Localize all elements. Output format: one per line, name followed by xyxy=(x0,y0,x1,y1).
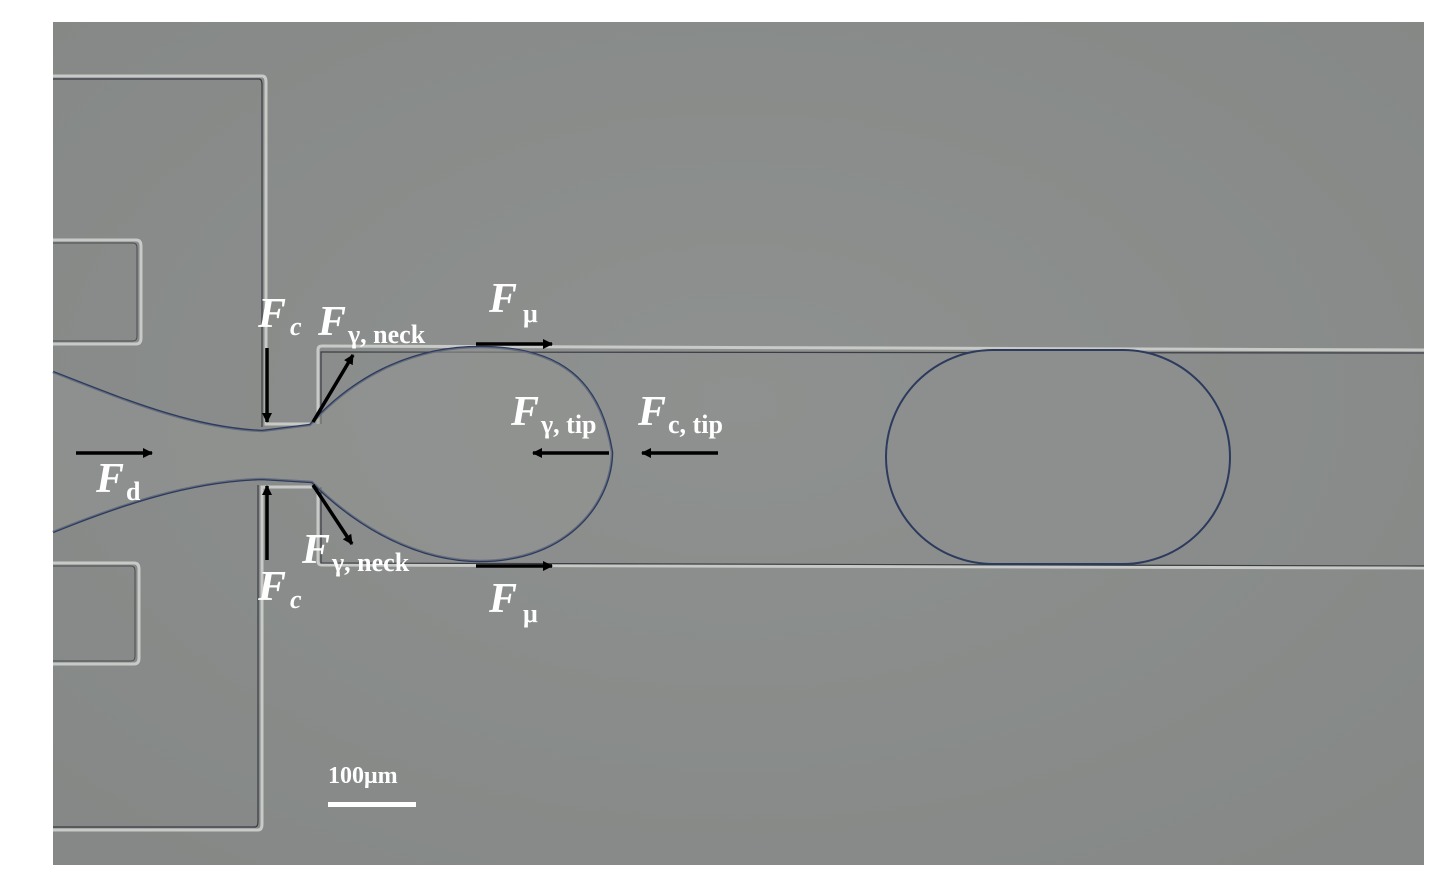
droplet-fill xyxy=(53,347,612,561)
fd-label: Fd xyxy=(95,456,141,506)
fgamma-neck-bottom-label: Fγ, neck xyxy=(301,527,410,577)
fgamma-neck-top-arrow xyxy=(311,354,355,423)
fgamma-neck-bottom-arrow xyxy=(311,484,354,545)
fgamma-neck-top-label: Fγ, neck xyxy=(317,299,426,349)
fgamma-tip-label: Fγ, tip xyxy=(510,389,597,439)
scale-bar xyxy=(328,802,416,807)
scale-bar-label: 100μm xyxy=(328,763,398,789)
force-arrows xyxy=(76,339,718,571)
detached-droplet xyxy=(885,349,1231,565)
fc-tip-label: Fc, tip xyxy=(637,389,723,439)
